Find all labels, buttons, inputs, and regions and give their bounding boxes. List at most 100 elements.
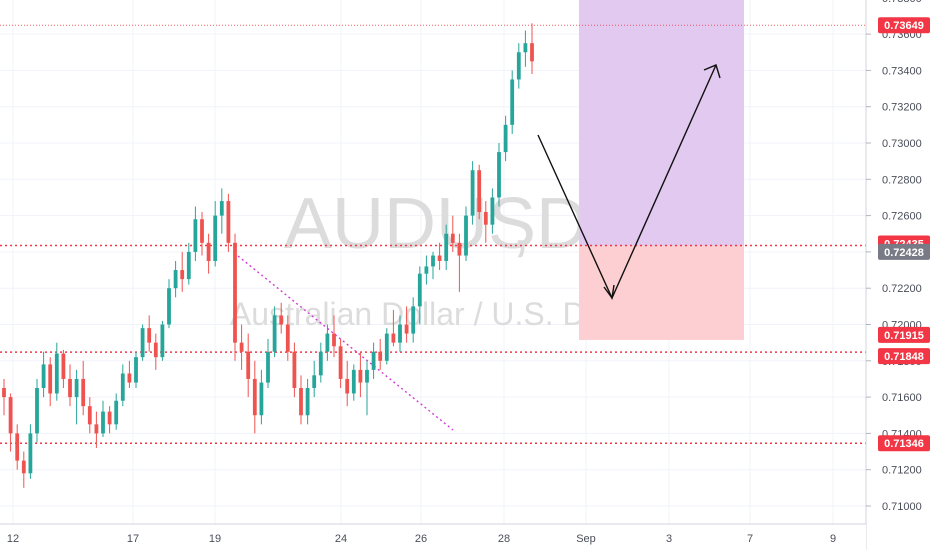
price-labels: 0.740210.736490.724350.724280.719150.718… xyxy=(878,17,930,452)
candle xyxy=(213,201,218,267)
price-tick-label: 0.73200 xyxy=(882,102,922,114)
horizontal-levels xyxy=(0,24,866,444)
candle xyxy=(21,451,26,488)
price-tick-label: 0.73800 xyxy=(882,0,922,5)
candle-body xyxy=(107,411,112,425)
time-tick-label: 3 xyxy=(666,533,672,545)
candle xyxy=(193,206,198,261)
candle-body xyxy=(160,324,165,358)
candle xyxy=(61,349,66,389)
candle xyxy=(391,309,396,347)
candle xyxy=(437,242,442,271)
price-label: 0.73649 xyxy=(878,17,930,34)
time-tick-label: 19 xyxy=(209,533,221,545)
candle-body xyxy=(21,460,26,474)
price-label: 0.71346 xyxy=(878,435,930,452)
candle xyxy=(81,360,86,416)
candle-body xyxy=(444,233,449,261)
candle xyxy=(180,251,185,292)
candle-body xyxy=(292,351,297,389)
candle-body xyxy=(140,328,145,358)
candle xyxy=(457,233,462,292)
candle-body xyxy=(477,170,482,212)
candle-body xyxy=(424,266,429,274)
watermark-comma: , xyxy=(511,184,531,264)
candle xyxy=(464,206,468,261)
candle xyxy=(285,315,290,361)
candle xyxy=(378,339,383,370)
candle xyxy=(312,360,317,398)
candle-body xyxy=(252,378,257,416)
candle-body xyxy=(398,324,402,343)
candle-body xyxy=(120,373,125,401)
candle-body xyxy=(94,424,99,434)
candle xyxy=(351,364,356,401)
candle xyxy=(272,306,277,358)
watermark-symbol: AUDUSD xyxy=(284,184,588,264)
candle xyxy=(153,333,158,370)
candle xyxy=(167,279,171,329)
candle-body xyxy=(279,315,284,325)
candle-body xyxy=(101,411,105,434)
price-label-text: 0.71915 xyxy=(884,330,924,342)
candle xyxy=(470,161,475,225)
candle xyxy=(411,297,416,343)
candle xyxy=(523,30,528,67)
candle-body xyxy=(266,351,270,383)
candle xyxy=(305,378,310,425)
candle-body xyxy=(35,388,39,434)
price-tick-label: 0.71000 xyxy=(882,501,922,513)
descending-trendline[interactable] xyxy=(237,255,454,431)
candle-body xyxy=(173,270,178,289)
candle-body xyxy=(206,242,211,261)
candle-body xyxy=(147,328,152,343)
candle xyxy=(74,369,79,425)
candle-body xyxy=(437,255,442,261)
candle-body xyxy=(510,79,515,125)
time-axis[interactable]: 12 17 19 24 26 28 Sep 3 7 9 xyxy=(7,533,836,545)
price-axis-background xyxy=(866,0,932,550)
price-tick-label: 0.73400 xyxy=(882,65,922,77)
candle xyxy=(173,260,178,298)
candle-body xyxy=(226,201,231,243)
time-tick-label: 7 xyxy=(747,533,753,545)
candle-body xyxy=(15,433,20,461)
candle xyxy=(8,393,13,452)
candle xyxy=(477,164,482,220)
candle xyxy=(219,188,224,234)
time-tick-label: 17 xyxy=(127,533,139,545)
candle-body xyxy=(200,219,204,243)
candle xyxy=(200,211,204,256)
candle-body xyxy=(351,369,356,394)
price-label-text: 0.71346 xyxy=(884,438,924,450)
candle xyxy=(226,193,231,252)
candle xyxy=(28,424,33,479)
candle xyxy=(424,255,429,285)
candle-body xyxy=(272,315,277,352)
candle xyxy=(246,333,251,398)
candle-body xyxy=(530,43,534,62)
candle xyxy=(530,23,534,75)
position-loss-zone[interactable] xyxy=(579,245,744,340)
candle xyxy=(497,143,501,207)
candle xyxy=(252,360,257,434)
candle xyxy=(510,70,515,134)
price-tick-label: 0.73000 xyxy=(882,138,922,150)
candle xyxy=(279,302,284,334)
price-label-bg xyxy=(878,243,930,260)
price-tick-label: 0.71600 xyxy=(882,392,922,404)
candle xyxy=(404,306,409,343)
candle xyxy=(516,43,521,89)
price-label-text: 0.73649 xyxy=(884,20,924,32)
price-label-bg xyxy=(878,17,930,34)
position-profit-zone[interactable] xyxy=(579,0,744,246)
candle-body xyxy=(378,351,383,361)
candle-body xyxy=(259,382,264,416)
candle-body xyxy=(233,242,237,343)
candle xyxy=(107,406,112,434)
candle xyxy=(365,360,369,416)
candle-body xyxy=(332,333,336,347)
